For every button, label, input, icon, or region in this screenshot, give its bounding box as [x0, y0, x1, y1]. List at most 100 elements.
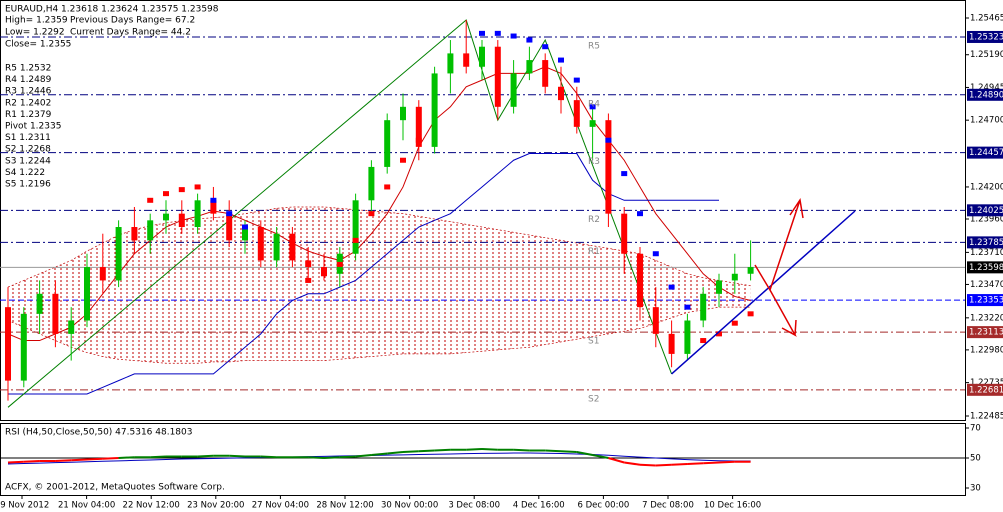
- y-tick-label: 1.23220: [970, 313, 1003, 323]
- rsi-segment: [308, 456, 325, 459]
- info-text: Close= 1.2355: [5, 40, 71, 50]
- rsi-segment: [481, 448, 498, 451]
- candle-body: [52, 293, 59, 334]
- rsi-segment: [592, 454, 609, 459]
- x-tick-label: 4 Dec 16:00: [513, 501, 565, 511]
- candle-body: [668, 333, 675, 354]
- y-tick-label: 1.23710: [970, 248, 1003, 258]
- sar-dot: [336, 261, 343, 267]
- sar-dot: [400, 157, 406, 163]
- level-label: 1.23598: [969, 263, 1003, 273]
- sar-dot: [178, 187, 185, 193]
- level-name: S1: [588, 337, 599, 347]
- rsi-segment: [655, 463, 672, 467]
- sar-dot: [684, 304, 691, 310]
- rsi-segment: [197, 454, 214, 458]
- y-tick-label: 1.25190: [970, 50, 1003, 60]
- rsi-segment: [118, 456, 135, 459]
- x-tick-label: 27 Nov 04:00: [252, 501, 309, 511]
- rsi-segment: [576, 451, 593, 456]
- x-tick-label: 10 Dec 16:00: [704, 501, 761, 511]
- candle-body: [163, 213, 169, 221]
- candle-body: [305, 260, 312, 268]
- arrow-down: [769, 289, 797, 337]
- pivot-text: S5 1.2196: [5, 180, 51, 190]
- rsi-segment: [639, 463, 656, 467]
- pivot-text: S3 1.2244: [5, 156, 51, 166]
- x-tick-label: 21 Nov 04:00: [58, 501, 115, 511]
- candle-body: [194, 200, 201, 228]
- candle-body: [226, 213, 233, 241]
- candle-body: [684, 320, 691, 354]
- sar-dot: [716, 331, 722, 337]
- rsi-segment: [229, 454, 246, 458]
- rsi-ma: [7, 452, 751, 465]
- rsi-segment: [150, 455, 167, 459]
- rsi-segment: [718, 460, 735, 464]
- rsi-title: RSI (H4,50,Close,50,50) 47.5316 48.1803: [5, 428, 192, 438]
- level-box: [967, 383, 1003, 396]
- candle-body: [368, 166, 375, 201]
- candle-body: [621, 213, 628, 254]
- candle-body: [431, 73, 438, 147]
- rsi-segment: [418, 449, 435, 453]
- rsi-segment: [545, 449, 562, 453]
- candle-body: [652, 307, 659, 334]
- candle-body: [115, 227, 122, 281]
- pivot-text: R4 1.2489: [5, 75, 52, 85]
- y-tick-label: 1.23470: [970, 280, 1003, 290]
- arrow-up: [754, 198, 804, 292]
- sar-dot: [637, 211, 643, 217]
- info-text: High= 1.2359: [5, 16, 68, 26]
- candle-body: [384, 120, 391, 167]
- sar-dot: [589, 104, 596, 110]
- sar-dot: [652, 251, 659, 257]
- info-text: Previous Days Range= 67.2: [70, 16, 195, 26]
- candle-body: [526, 60, 533, 74]
- rsi-segment: [71, 458, 88, 462]
- pivot-text: R1 1.2379: [5, 110, 52, 120]
- candle-body: [637, 253, 643, 308]
- sar-dot: [210, 197, 217, 203]
- symbol-line: EURAUD,H4 1.23618 1.23624 1.23575 1.2359…: [5, 5, 219, 15]
- sar-dot: [700, 338, 707, 344]
- candle-body: [589, 120, 596, 127]
- sar-dot: [510, 33, 517, 39]
- level-name: R3: [588, 157, 600, 167]
- rsi-segment: [7, 460, 24, 464]
- candle-body: [242, 227, 248, 241]
- level-box: [967, 204, 1003, 217]
- level-label: 1.24025: [969, 206, 1003, 216]
- x-tick-label: 7 Dec 08:00: [642, 501, 694, 511]
- sar-dot: [305, 277, 312, 283]
- x-tick-label: 19 Nov 2012: [0, 501, 49, 511]
- candle-body: [289, 233, 296, 261]
- pivot-text: S1 1.2311: [5, 133, 51, 143]
- level-name: R2: [588, 215, 600, 225]
- rsi-segment: [55, 459, 72, 462]
- sar-dot: [573, 77, 580, 83]
- copyright: ACFX, © 2001-2012, MetaQuotes Software C…: [5, 483, 225, 493]
- level-label: 1.24457: [969, 148, 1003, 158]
- level-box: [967, 294, 1003, 307]
- candle-body: [447, 53, 454, 74]
- rsi-tick-label: 50: [970, 454, 981, 464]
- candle-body: [716, 280, 722, 294]
- sar-dot: [621, 171, 628, 177]
- x-tick-label: 28 Nov 12:00: [316, 501, 373, 511]
- candle-body: [731, 273, 738, 281]
- rsi-segment: [560, 450, 577, 453]
- candle-body: [747, 267, 754, 274]
- candle-body: [479, 46, 485, 67]
- y-tick-label: 1.22735: [970, 378, 1003, 388]
- sar-dot: [147, 197, 154, 203]
- sar-dot: [558, 57, 564, 63]
- indicator-line: [7, 66, 751, 342]
- level-label: 1.22681: [969, 385, 1003, 395]
- candle-body: [131, 227, 138, 241]
- rsi-segment: [434, 448, 451, 452]
- candle-body: [463, 53, 470, 67]
- level-box: [967, 236, 1003, 249]
- rsi-tick-label: 70: [970, 424, 981, 434]
